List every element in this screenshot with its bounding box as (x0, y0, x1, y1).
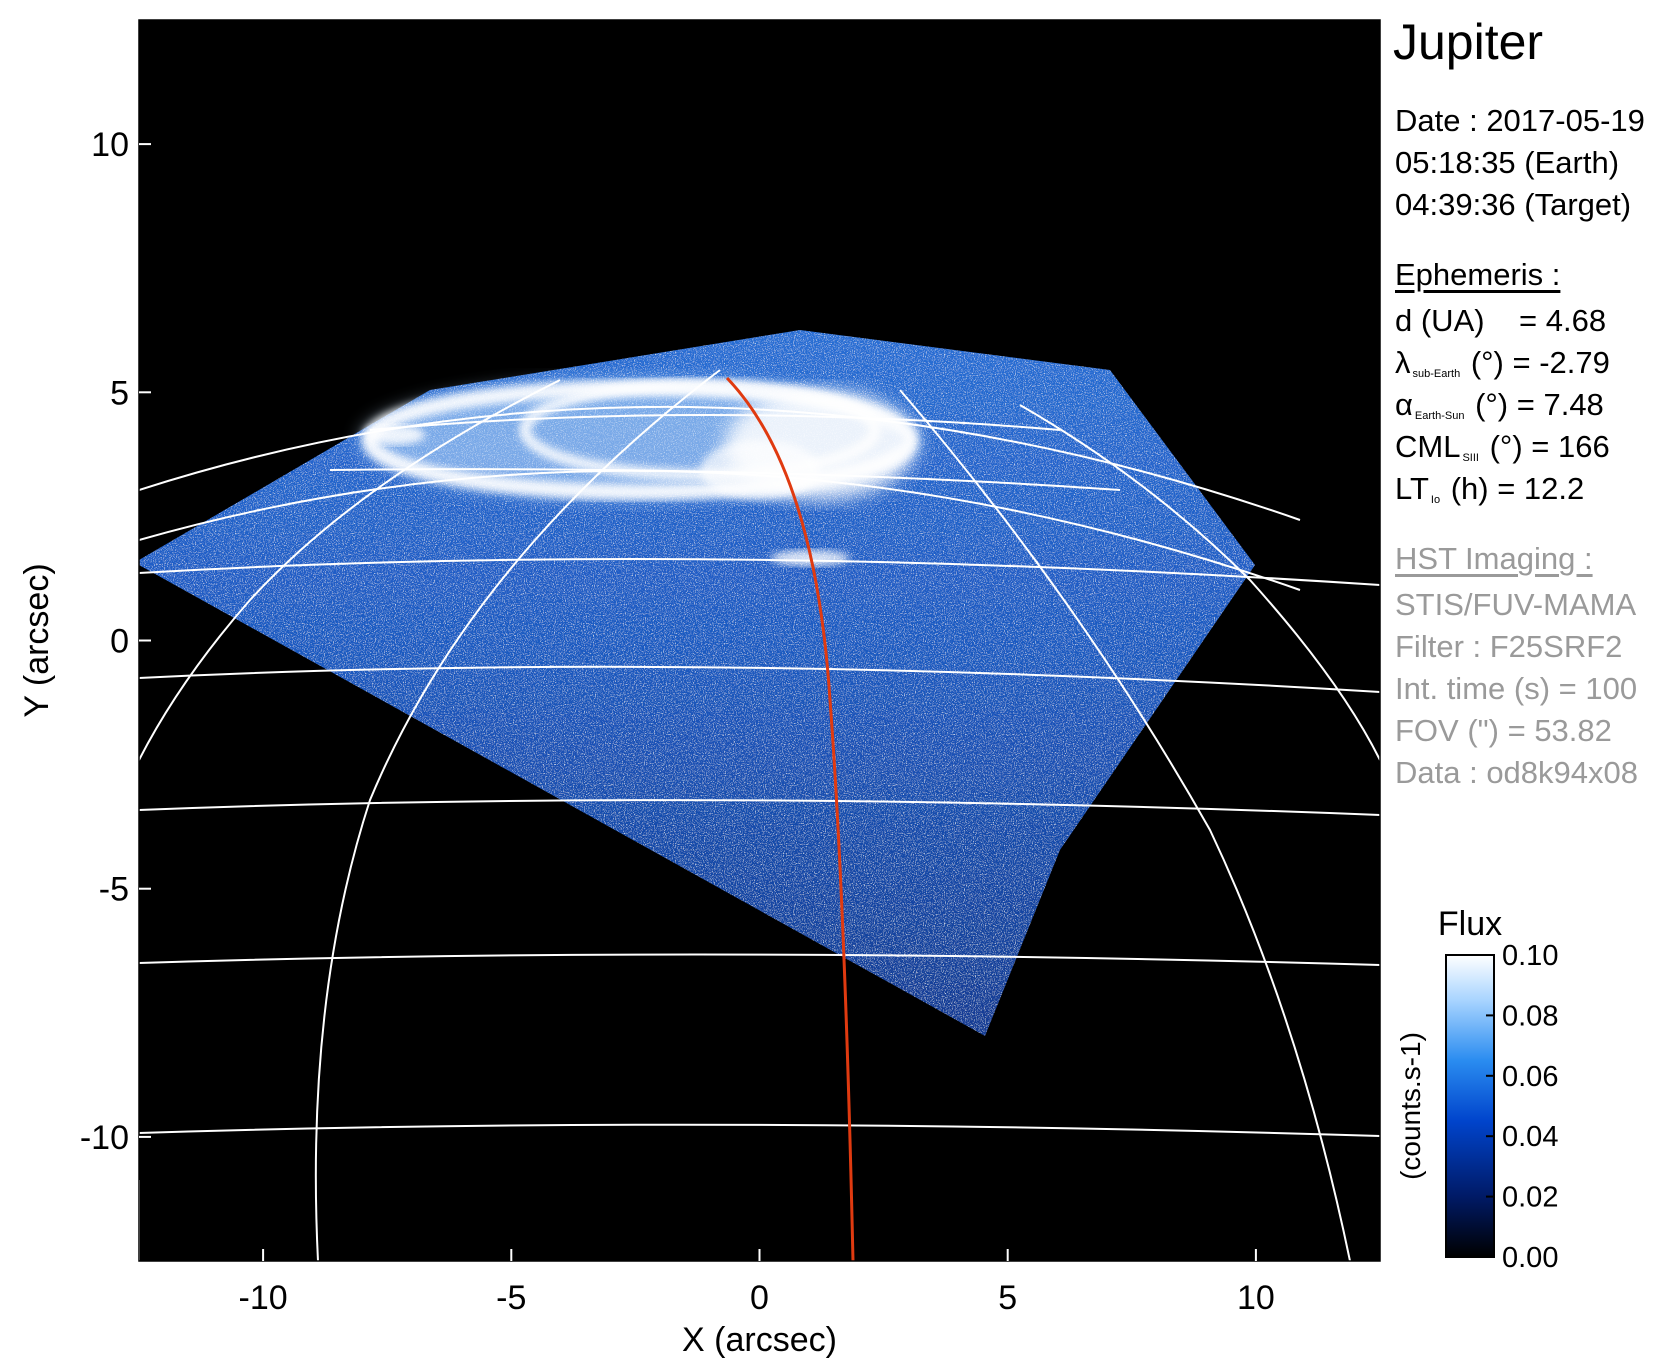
latitude-line (139, 405, 1301, 521)
colorbar-tick-label: 0.04 (1502, 1121, 1558, 1153)
local-time-symbol: LT (1395, 471, 1429, 506)
cml-unit: (°) (1489, 429, 1523, 464)
phase-angle-unit: (°) (1475, 387, 1509, 422)
sub-earth-value: = -2.79 (1512, 345, 1610, 380)
planet-grid (139, 369, 1380, 1261)
longitude-line (139, 379, 561, 761)
sub-earth-row: λ sub-Earth (°) = -2.79 (1395, 342, 1610, 395)
detector-footprint (139, 330, 1255, 1036)
ephemeris-header: Ephemeris : (1395, 257, 1561, 292)
latitude-line (139, 1123, 1380, 1137)
local-time-value: = 12.2 (1497, 471, 1585, 506)
dataset: Data : od8k94x08 (1395, 755, 1639, 790)
latitude-line (139, 799, 1380, 816)
y-tick-label: 10 (91, 126, 129, 164)
sub-earth-unit: (°) (1470, 345, 1504, 380)
x-tick-label: 0 (750, 1279, 769, 1317)
cml-sub: SIII (1462, 452, 1479, 464)
y-tick-label: -10 (80, 1119, 129, 1157)
hst-header: HST Imaging : (1395, 541, 1593, 576)
latitude-line (139, 558, 1380, 586)
colorbar-tick-label: 0.08 (1502, 1000, 1558, 1032)
longitude-line (314, 369, 721, 1261)
colorbar-tick-label: 0.02 (1502, 1182, 1558, 1214)
latitude-line (329, 468, 1121, 491)
latitude-line (139, 665, 1380, 693)
latitude-line (369, 414, 1061, 431)
phase-angle-symbol: α (1395, 387, 1413, 422)
distance-row: d (UA) = 4.68 (1395, 300, 1606, 342)
x-tick-label: 5 (998, 1279, 1017, 1317)
colorbar-title: Flux (1438, 905, 1502, 943)
colorbar-ticks: 0.10 0.08 0.06 0.04 0.02 0.00 (1486, 940, 1558, 1274)
phase-angle-sub: Earth-Sun (1414, 410, 1465, 422)
colorbar-gradient (1445, 954, 1495, 1258)
colorbar-tick-label: 0.10 (1502, 940, 1558, 972)
date-line: Date : 2017-05-19 (1395, 103, 1645, 138)
local-time-sub: Io (1430, 494, 1441, 506)
instrument: STIS/FUV-MAMA (1395, 587, 1637, 622)
local-time-row: LT Io (h) = 12.2 (1395, 468, 1584, 521)
x-tick-label: 10 (1237, 1279, 1275, 1317)
y-tick-label: 0 (110, 623, 129, 661)
distance-value: = 4.68 (1519, 303, 1607, 338)
sub-earth-symbol: λ (1395, 345, 1411, 380)
x-tick-label: -10 (239, 1279, 288, 1317)
target-title: Jupiter (1393, 14, 1544, 70)
cml-row: CML SIII (°) = 166 (1395, 426, 1610, 479)
sub-earth-sub: sub-Earth (1412, 368, 1461, 380)
earth-time: 05:18:35 (Earth) (1395, 145, 1620, 180)
colorbar-tick-label: 0.00 (1502, 1242, 1558, 1274)
fov: FOV (") = 53.82 (1395, 713, 1612, 748)
y-axis-label: Y (arcsec) (18, 563, 56, 717)
local-time-unit: (h) (1450, 471, 1489, 506)
int-time: Int. time (s) = 100 (1395, 671, 1638, 706)
axes: -10 -5 0 5 10 10 5 0 -5 -10 X (arcsec) Y (arcsec) (18, 126, 1275, 1359)
cml-value: = 166 (1531, 429, 1610, 464)
colorbar-tick-label: 0.06 (1502, 1061, 1558, 1093)
colorbar-unit-label: (counts.s-1) (1395, 1032, 1426, 1180)
phase-angle-row: α Earth-Sun (°) = 7.48 (1395, 384, 1604, 437)
longitude-line (899, 389, 1351, 1261)
target-time: 04:39:36 (Target) (1395, 187, 1632, 222)
track-line (725, 376, 855, 1261)
distance-label: d (UA) (1395, 303, 1485, 338)
longitude-line (1019, 404, 1380, 761)
filter: Filter : F25SRF2 (1395, 629, 1623, 664)
y-tick-label: -5 (99, 871, 129, 909)
plot-area (138, 19, 1381, 1262)
colorbar: 0.10 0.08 0.06 0.04 0.02 0.00 Flux (counts.s-… (1395, 905, 1558, 1274)
phase-angle-value: = 7.48 (1516, 387, 1604, 422)
cml-symbol: CML (1395, 429, 1461, 464)
y-tick-label: 5 (110, 374, 129, 412)
latitude-line (139, 953, 1380, 966)
x-tick-label: -5 (496, 1279, 526, 1317)
x-axis-label: X (arcsec) (682, 1321, 837, 1359)
